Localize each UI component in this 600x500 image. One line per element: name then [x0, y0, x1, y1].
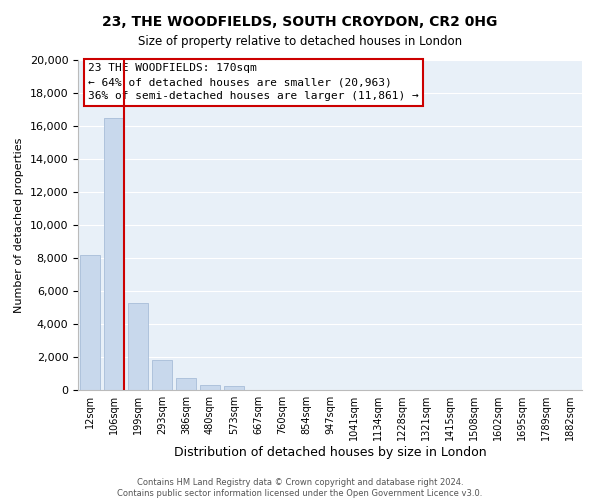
Bar — [224, 386, 244, 390]
Bar — [104, 118, 124, 390]
Bar — [176, 378, 196, 390]
Text: Contains HM Land Registry data © Crown copyright and database right 2024.
Contai: Contains HM Land Registry data © Crown c… — [118, 478, 482, 498]
Bar — [128, 302, 148, 390]
Text: Size of property relative to detached houses in London: Size of property relative to detached ho… — [138, 35, 462, 48]
X-axis label: Distribution of detached houses by size in London: Distribution of detached houses by size … — [173, 446, 487, 459]
Y-axis label: Number of detached properties: Number of detached properties — [14, 138, 24, 312]
Text: 23 THE WOODFIELDS: 170sqm
← 64% of detached houses are smaller (20,963)
36% of s: 23 THE WOODFIELDS: 170sqm ← 64% of detac… — [88, 64, 419, 102]
Bar — [152, 360, 172, 390]
Bar — [80, 254, 100, 390]
Text: 23, THE WOODFIELDS, SOUTH CROYDON, CR2 0HG: 23, THE WOODFIELDS, SOUTH CROYDON, CR2 0… — [103, 15, 497, 29]
Bar — [200, 385, 220, 390]
